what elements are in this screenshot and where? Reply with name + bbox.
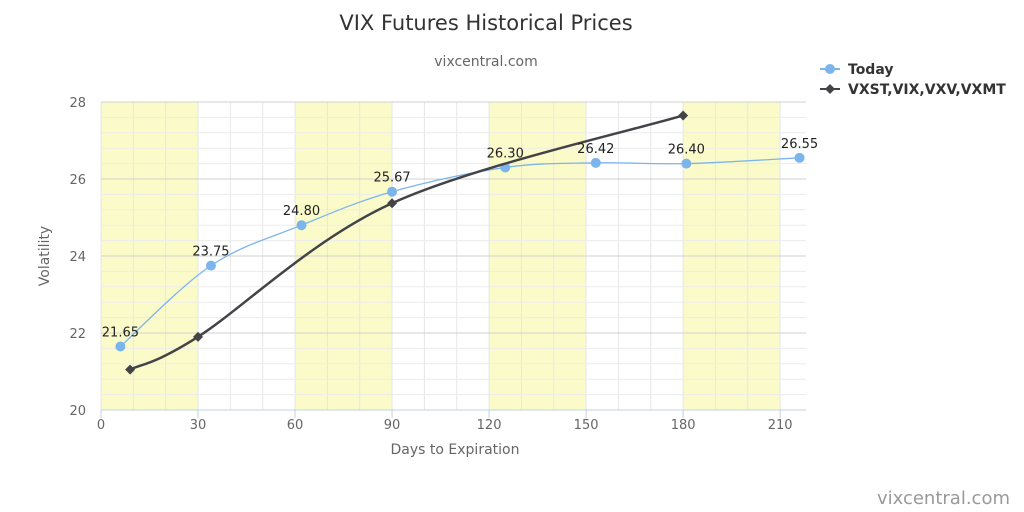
legend-label: Today [848, 62, 893, 78]
x-tick-label: 180 [671, 418, 696, 433]
legend-marker[interactable] [825, 64, 835, 74]
data-point[interactable] [387, 198, 398, 209]
data-point[interactable] [205, 260, 216, 271]
x-tick-label: 210 [768, 418, 793, 433]
legend-marker[interactable] [825, 84, 835, 94]
data-point[interactable] [681, 158, 692, 169]
y-axis-title: Volatility [37, 226, 53, 286]
data-label: 25.67 [373, 171, 410, 186]
data-point[interactable] [125, 364, 136, 375]
data-label: 26.55 [781, 137, 818, 152]
data-point[interactable] [387, 186, 398, 197]
legend-label: VXST,VIX,VXV,VXMT [848, 82, 1006, 98]
data-label: 26.42 [577, 142, 614, 157]
y-tick-label: 28 [69, 96, 86, 111]
legend-item[interactable]: VXST,VIX,VXV,VXMT [820, 82, 1006, 98]
credit-text[interactable]: vixcentral.com [877, 488, 1010, 509]
data-label: 21.65 [102, 325, 139, 340]
y-tick-label: 24 [69, 250, 86, 265]
data-point[interactable] [115, 341, 126, 352]
x-tick-label: 90 [384, 418, 401, 433]
chart-subtitle: vixcentral.com [434, 54, 537, 70]
data-point[interactable] [590, 157, 601, 168]
series-layer [115, 110, 805, 375]
data-point[interactable] [678, 110, 689, 121]
chart-title: VIX Futures Historical Prices [339, 11, 632, 35]
data-labels: 21.65 23.75 24.80 25.67 26.30 26.42 26.40 26.55 [102, 137, 818, 341]
data-point[interactable] [193, 331, 204, 342]
y-tick-label: 22 [69, 327, 86, 342]
axes: 0 30 60 90 120 150 180 210 20 22 24 26 28 [69, 96, 806, 433]
x-tick-label: 0 [97, 418, 105, 433]
x-tick-label: 60 [287, 418, 304, 433]
legend-item[interactable]: Today [820, 62, 893, 78]
x-axis-title: Days to Expiration [391, 442, 520, 458]
series-line-1 [129, 114, 684, 371]
data-label: 26.40 [668, 143, 705, 158]
data-point[interactable] [296, 220, 307, 231]
x-tick-label: 30 [190, 418, 207, 433]
grid-lines [100, 101, 806, 411]
data-label: 23.75 [192, 245, 229, 260]
data-point[interactable] [794, 152, 805, 163]
x-tick-label: 150 [574, 418, 599, 433]
data-label: 26.30 [487, 146, 524, 161]
data-label: 24.80 [283, 204, 320, 219]
x-tick-label: 120 [477, 418, 502, 433]
y-tick-label: 20 [69, 404, 86, 419]
legend[interactable]: Today VXST,VIX,VXV,VXMT [820, 62, 1006, 98]
y-tick-label: 26 [69, 173, 86, 188]
